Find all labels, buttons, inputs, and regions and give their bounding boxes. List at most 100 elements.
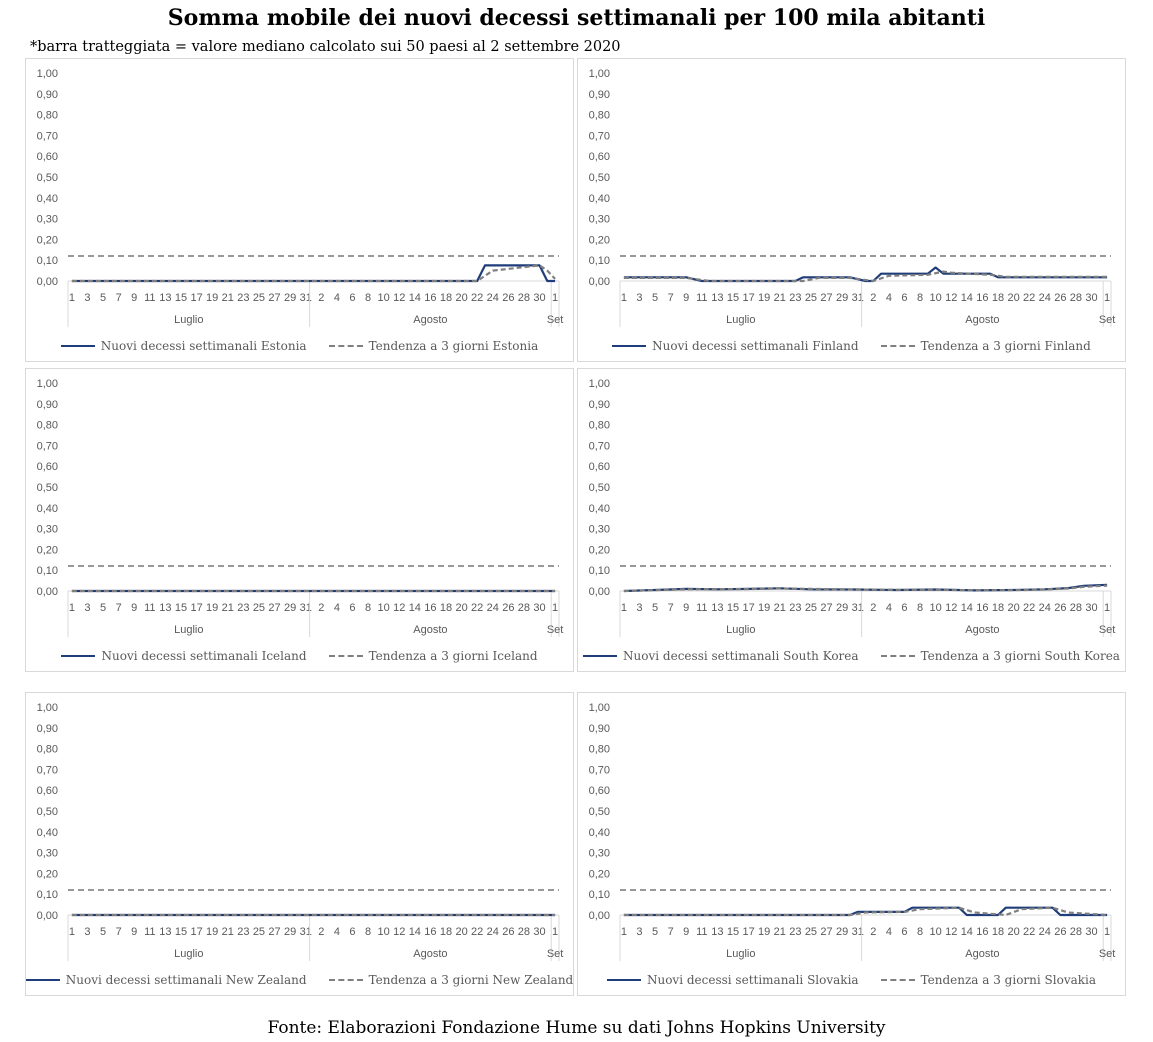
- legend-trend-label: Tendenza a 3 giorni Iceland: [368, 649, 538, 663]
- x-tick-label: 19: [758, 602, 770, 614]
- x-tick-label: 18: [992, 926, 1004, 938]
- x-tick-label: 29: [284, 926, 296, 938]
- x-tick-label: 3: [84, 926, 90, 938]
- x-tick-label: 1: [69, 602, 75, 614]
- x-tick-label: 2: [318, 292, 324, 304]
- month-label: Agosto: [413, 314, 447, 326]
- x-tick-label: 30: [533, 926, 545, 938]
- x-tick-label: 8: [917, 292, 923, 304]
- x-tick-label: 14: [961, 926, 973, 938]
- page-title: Somma mobile dei nuovi decessi settimana…: [167, 5, 986, 31]
- x-tick-label: 4: [886, 292, 892, 304]
- x-tick-label: 5: [100, 602, 106, 614]
- month-label: Agosto: [413, 948, 447, 960]
- x-tick-label: 5: [652, 292, 658, 304]
- x-tick-label: 11: [696, 926, 707, 938]
- x-tick-label: 29: [284, 602, 296, 614]
- y-tick-label: 0,80: [589, 110, 610, 122]
- x-tick-label: 29: [836, 292, 848, 304]
- x-tick-label: 9: [131, 292, 137, 304]
- x-tick-label: 20: [455, 602, 467, 614]
- y-tick-label: 0,20: [37, 234, 58, 246]
- x-tick-label: 3: [636, 602, 642, 614]
- x-tick-label: 18: [992, 602, 1004, 614]
- y-tick-label: 1,00: [37, 378, 58, 390]
- x-tick-label: 12: [945, 926, 957, 938]
- x-tick-label: 2: [318, 602, 324, 614]
- month-label: Luglio: [174, 624, 203, 636]
- x-tick-label: 22: [471, 292, 483, 304]
- legend-solid-swatch: [606, 979, 641, 981]
- legend-solid-swatch: [612, 345, 647, 347]
- x-tick-label: 15: [727, 602, 739, 614]
- y-tick-label: 0,30: [37, 214, 58, 226]
- y-tick-label: 0,30: [37, 848, 58, 860]
- chart-legend: Nuovi decessi settimanali Slovakia Tende…: [578, 973, 1125, 987]
- chart-legend: Nuovi decessi settimanali New Zealand Te…: [25, 973, 573, 987]
- x-tick-label: 21: [774, 926, 786, 938]
- y-tick-label: 0,00: [589, 910, 610, 922]
- x-tick-label: 15: [175, 292, 187, 304]
- y-tick-label: 0,10: [589, 889, 610, 901]
- x-tick-label: 27: [268, 926, 280, 938]
- x-tick-label: 7: [668, 292, 674, 304]
- x-tick-label: 18: [440, 292, 452, 304]
- month-label: Luglio: [726, 948, 755, 960]
- chart-south-korea: 0,00 0,10 0,20 0,30 0,40 0,50 0,60 0,70 0,80 0,90…: [589, 378, 1115, 637]
- x-tick-label: 8: [917, 602, 923, 614]
- x-tick-label: 7: [668, 926, 674, 938]
- x-tick-label: 28: [518, 602, 530, 614]
- legend-series-label: Nuovi decessi settimanali South Korea: [623, 649, 859, 663]
- month-label: Luglio: [726, 624, 755, 636]
- legend-dashed-swatch: [880, 345, 915, 347]
- x-tick-label: 14: [409, 292, 421, 304]
- legend-dashed-swatch: [880, 655, 915, 657]
- x-tick-label: 7: [116, 602, 122, 614]
- x-tick-label: 11: [696, 292, 707, 304]
- x-tick-label: 8: [917, 926, 923, 938]
- y-tick-label: 0,50: [589, 172, 610, 184]
- x-tick-label: 9: [683, 292, 689, 304]
- trend-line-3-giorni: [623, 270, 1108, 283]
- legend-item-series: Nuovi decessi settimanali Estonia: [60, 339, 307, 353]
- month-label: Set: [547, 948, 564, 960]
- x-tick-label: 7: [116, 292, 122, 304]
- x-tick-label: 25: [253, 602, 265, 614]
- y-tick-label: 0,60: [589, 151, 610, 163]
- legend-item-trend: Tendenza a 3 giorni Iceland: [328, 649, 538, 663]
- x-tick-label: 30: [533, 602, 545, 614]
- x-tick-label: 20: [455, 926, 467, 938]
- y-tick-label: 0,60: [589, 785, 610, 797]
- x-tick-label: 23: [789, 602, 801, 614]
- month-label: Set: [547, 624, 564, 636]
- month-label: Set: [1099, 948, 1116, 960]
- x-tick-label: 31: [852, 602, 864, 614]
- x-tick-label: 11: [144, 926, 155, 938]
- y-tick-label: 0,80: [589, 744, 610, 756]
- x-tick-label: 17: [742, 292, 754, 304]
- x-tick-label: 1: [621, 926, 627, 938]
- y-tick-label: 0,70: [589, 764, 610, 776]
- y-tick-label: 0,10: [589, 565, 610, 577]
- y-tick-label: 0,70: [37, 440, 58, 452]
- x-tick-label: 18: [440, 602, 452, 614]
- x-tick-label: 13: [711, 602, 723, 614]
- x-tick-label: 30: [1085, 602, 1097, 614]
- y-tick-label: 0,90: [37, 89, 58, 101]
- y-tick-label: 0,50: [37, 172, 58, 184]
- month-label: Luglio: [726, 314, 755, 326]
- x-tick-label: 19: [758, 926, 770, 938]
- x-tick-label: 5: [100, 292, 106, 304]
- x-tick-label: 16: [976, 602, 988, 614]
- y-tick-label: 0,40: [589, 193, 610, 205]
- x-tick-label: 2: [870, 926, 876, 938]
- x-tick-label: 1: [621, 602, 627, 614]
- y-tick-label: 0,90: [37, 723, 58, 735]
- x-tick-label: 9: [131, 926, 137, 938]
- x-tick-label: 22: [471, 602, 483, 614]
- x-tick-label: 24: [487, 926, 499, 938]
- chart-iceland: 0,00 0,10 0,20 0,30 0,40 0,50 0,60 0,70 0,80 0,90…: [37, 378, 564, 637]
- x-tick-label: 16: [424, 602, 436, 614]
- x-tick-label: 15: [727, 292, 739, 304]
- x-tick-label: 16: [976, 926, 988, 938]
